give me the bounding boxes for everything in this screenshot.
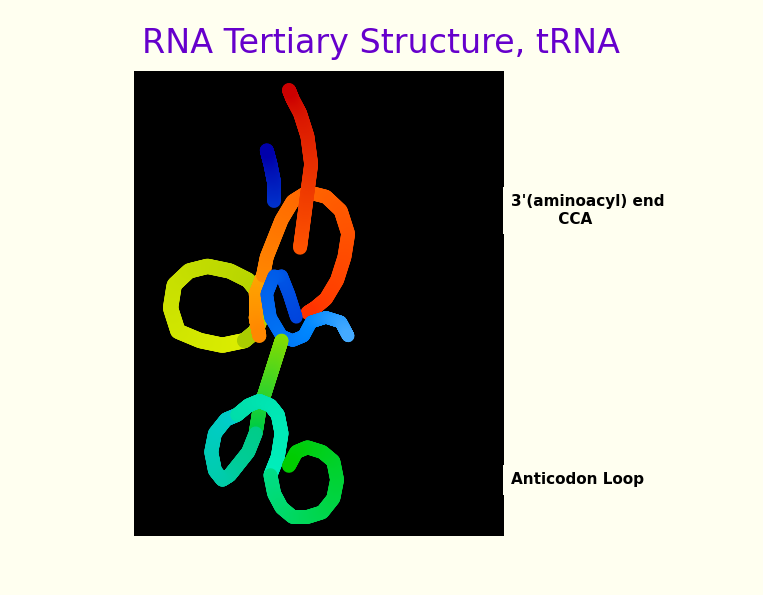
Text: Anticodon Loop: Anticodon Loop (511, 472, 644, 487)
FancyBboxPatch shape (134, 71, 504, 536)
Text: RNA Tertiary Structure, tRNA: RNA Tertiary Structure, tRNA (143, 27, 620, 60)
Text: 3'(aminoacyl) end
         CCA: 3'(aminoacyl) end CCA (511, 195, 665, 227)
